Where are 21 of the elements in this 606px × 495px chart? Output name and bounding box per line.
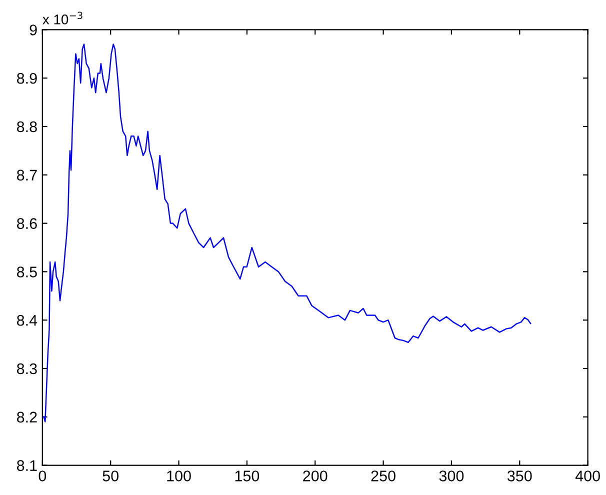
- line-series: [42, 44, 532, 422]
- y-tick-label: 8.2: [16, 412, 37, 423]
- y-tick-label: 9: [30, 24, 37, 36]
- x-tick-label: 50: [102, 470, 118, 482]
- y-tick-label: 8.4: [16, 314, 38, 326]
- x-tick-label: 200: [303, 470, 328, 482]
- x-tick-label: 150: [235, 470, 260, 482]
- y-tick-label: 8.6: [16, 218, 37, 229]
- x-tick-label: 350: [507, 470, 532, 482]
- x-tick-label: 100: [167, 470, 191, 482]
- y-tick-label: 8.3: [16, 363, 37, 374]
- x-tick-label: 300: [439, 470, 464, 482]
- y-tick-label: 8.7: [16, 170, 37, 181]
- y-tick-label: 8.5: [16, 266, 37, 278]
- x-tick-label: 400: [575, 470, 600, 482]
- y-tick-label: 8.9: [16, 72, 37, 84]
- y-tick-label: 8.1: [16, 460, 37, 471]
- text: x 10$^{−3}$: [42, 12, 82, 24]
- x-tick-label: 0: [38, 470, 46, 482]
- x-tick-label: 250: [371, 470, 396, 482]
- y-tick-label: 8.8: [16, 121, 37, 132]
